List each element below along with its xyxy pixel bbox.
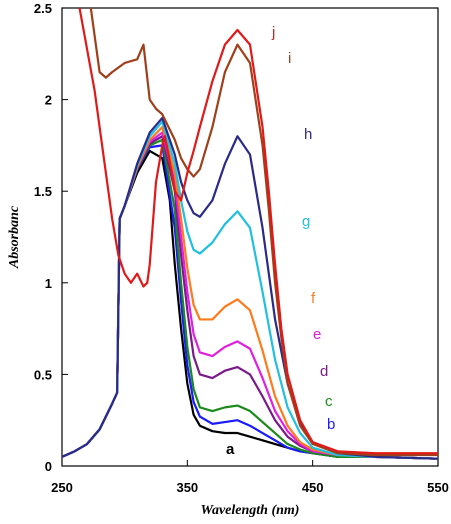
y-tick-label: 1.5 (34, 184, 52, 199)
x-tick-label: 450 (302, 480, 324, 495)
series-label-c: c (325, 393, 333, 410)
y-axis-title: Absorbanc (7, 205, 22, 269)
x-tick-label: 250 (51, 480, 73, 495)
series-label-a: a (226, 441, 235, 458)
y-tick-label: 2 (45, 93, 52, 108)
series-line-j (78, 8, 438, 455)
y-tick-label: 1 (45, 276, 52, 291)
series-label-d: d (320, 363, 328, 380)
y-tick-label: 2.5 (34, 1, 52, 16)
series-labels: a bcd e f g h ij (226, 24, 335, 458)
series-label-h: h (304, 126, 312, 143)
ticks-layer: 250 350 450 550 0 0.5 1 1.5 2 2.5 (34, 1, 449, 495)
series-line-i (89, 8, 438, 457)
series-label-e: e (313, 326, 321, 343)
series-label-f: f (311, 290, 316, 307)
x-tick-label: 550 (427, 480, 449, 495)
x-tick-label: 350 (176, 480, 198, 495)
x-axis-title: Wavelength (nm) (201, 503, 300, 518)
series-label-j: j (271, 24, 275, 41)
y-tick-label: 0 (45, 459, 52, 474)
series-label-b: b (327, 416, 335, 433)
series-label-g: g (302, 213, 310, 230)
series-layer (62, 8, 438, 460)
y-tick-label: 0.5 (34, 367, 52, 382)
plot-area (61, 7, 439, 467)
series-label-i: i (288, 50, 291, 67)
